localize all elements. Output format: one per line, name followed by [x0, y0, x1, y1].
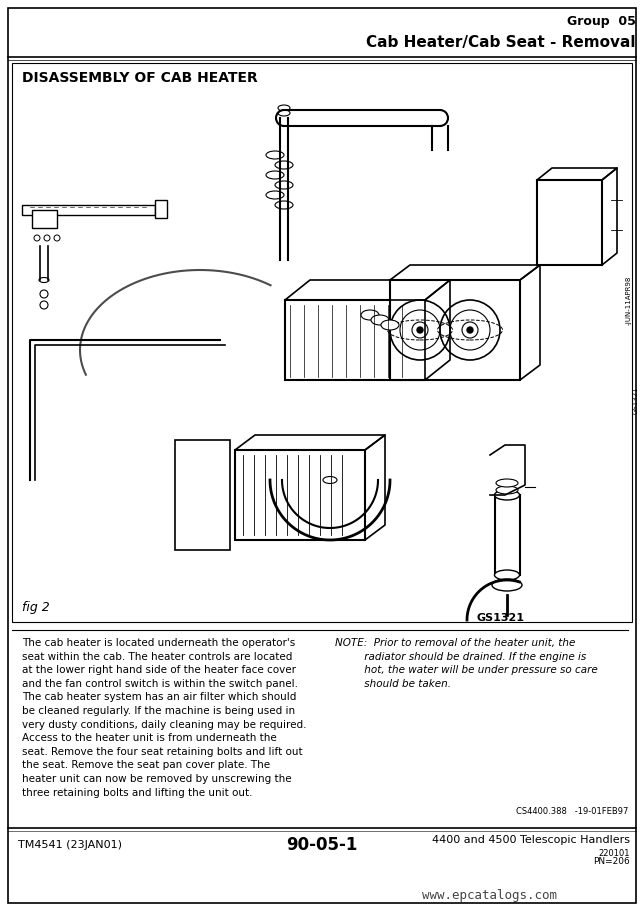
Ellipse shape — [496, 479, 518, 487]
Text: fig 2: fig 2 — [22, 600, 50, 613]
Ellipse shape — [39, 278, 49, 282]
Ellipse shape — [266, 151, 284, 159]
Ellipse shape — [492, 579, 522, 591]
Text: 4400 and 4500 Telescopic Handlers: 4400 and 4500 Telescopic Handlers — [432, 835, 630, 845]
Text: Cab Heater/Cab Seat - Removal: Cab Heater/Cab Seat - Removal — [366, 36, 636, 50]
Bar — [32, 210, 57, 228]
Text: GS1321: GS1321 — [477, 613, 525, 623]
Ellipse shape — [275, 201, 293, 209]
Bar — [175, 440, 230, 550]
Ellipse shape — [278, 105, 290, 111]
Text: GS1321: GS1321 — [633, 386, 639, 414]
Ellipse shape — [275, 181, 293, 189]
Bar — [390, 280, 520, 380]
Ellipse shape — [323, 476, 337, 484]
Ellipse shape — [278, 110, 290, 116]
Text: -JUN-11APR98: -JUN-11APR98 — [626, 275, 632, 324]
Ellipse shape — [496, 486, 518, 494]
Bar — [22, 205, 155, 215]
Ellipse shape — [371, 315, 389, 325]
Text: TM4541 (23JAN01): TM4541 (23JAN01) — [18, 840, 122, 850]
Text: The cab heater is located underneath the operator's
seat within the cab. The hea: The cab heater is located underneath the… — [22, 638, 307, 798]
Ellipse shape — [361, 310, 379, 320]
Text: Group  05: Group 05 — [567, 15, 636, 28]
Ellipse shape — [495, 490, 520, 500]
Bar — [537, 180, 602, 265]
Circle shape — [467, 327, 473, 333]
Text: NOTE:  Prior to removal of the heater unit, the
         radiator should be drai: NOTE: Prior to removal of the heater uni… — [335, 638, 598, 689]
Bar — [12, 63, 632, 622]
Text: PN=206: PN=206 — [593, 857, 630, 866]
Bar — [495, 495, 520, 575]
Ellipse shape — [495, 570, 520, 580]
Ellipse shape — [381, 320, 399, 330]
Text: 90-05-1: 90-05-1 — [287, 836, 357, 854]
Text: 220101: 220101 — [598, 848, 630, 857]
Bar — [155, 200, 167, 218]
Ellipse shape — [275, 161, 293, 169]
Text: CS4400.388   -19-01FEB97: CS4400.388 -19-01FEB97 — [516, 807, 628, 816]
Text: DISASSEMBLY OF CAB HEATER: DISASSEMBLY OF CAB HEATER — [22, 71, 258, 85]
Bar — [285, 300, 425, 380]
Text: www.epcatalogs.com: www.epcatalogs.com — [422, 888, 558, 902]
Circle shape — [417, 327, 423, 333]
Ellipse shape — [266, 171, 284, 179]
Bar — [235, 450, 365, 540]
Ellipse shape — [266, 191, 284, 199]
